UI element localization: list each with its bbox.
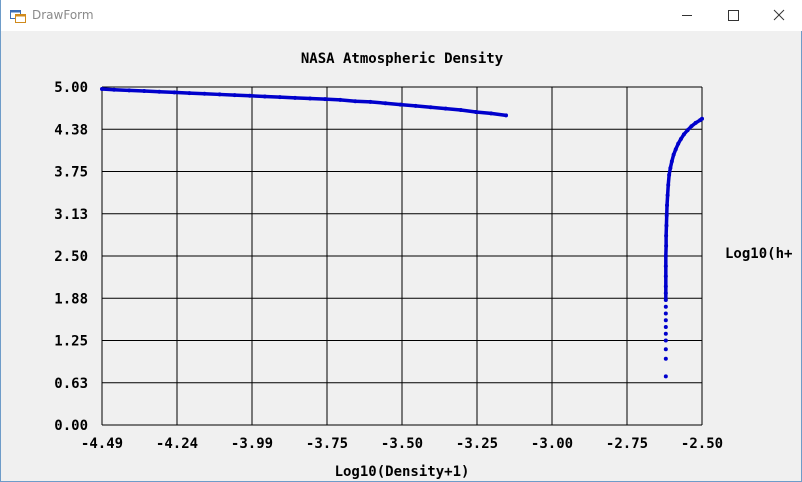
data-point: [681, 132, 686, 137]
data-point: [669, 159, 674, 164]
data-point: [308, 96, 313, 101]
maximize-icon: [728, 10, 739, 21]
x-tick-label: -3.25: [456, 436, 498, 452]
data-point: [142, 89, 147, 94]
data-point: [202, 91, 207, 96]
data-point: [217, 92, 222, 97]
y-tick-label: 3.75: [54, 165, 88, 181]
data-point: [663, 356, 668, 361]
data-point: [323, 97, 328, 102]
data-point: [666, 183, 671, 188]
data-point: [413, 103, 418, 108]
data-point: [398, 102, 403, 107]
x-tick-label: -2.50: [681, 436, 723, 452]
x-tick-label: -4.24: [156, 436, 198, 452]
data-point: [663, 338, 668, 343]
data-point: [673, 147, 678, 152]
grid: [101, 86, 703, 426]
data-point: [277, 95, 282, 100]
data-point: [664, 233, 669, 238]
data-point: [458, 107, 463, 112]
data-point: [383, 101, 388, 106]
y-tick-label: 1.25: [54, 334, 88, 350]
x-tick-label: -2.75: [606, 436, 648, 452]
series-line-upper: [100, 87, 508, 118]
data-point: [663, 297, 668, 302]
x-axis-label: Log10(Density+1): [334, 464, 470, 480]
y-tick-label: 2.50: [54, 249, 88, 265]
data-point: [689, 124, 694, 129]
minimize-button[interactable]: [664, 0, 710, 31]
data-point: [678, 137, 683, 142]
chart-title: NASA Atmospheric Density: [300, 51, 504, 67]
data-point: [247, 93, 252, 98]
data-point: [473, 110, 478, 115]
data-point: [693, 120, 698, 125]
data-point: [112, 87, 117, 92]
data-point: [667, 172, 672, 177]
data-point: [663, 284, 668, 289]
data-point: [665, 203, 670, 208]
y-tick-label: 5.00: [54, 80, 88, 96]
y-tick-label: 4.38: [54, 122, 88, 138]
y-tick-label: 0.63: [54, 376, 88, 392]
y-axis-label: Log10(h+: [725, 246, 793, 262]
y-tick-label: 1.88: [54, 291, 88, 307]
data-point: [663, 318, 668, 323]
data-point: [428, 105, 433, 110]
close-icon: [773, 9, 785, 21]
data-point: [663, 311, 668, 316]
data-point: [232, 93, 237, 98]
data-point: [663, 254, 668, 258]
data-point: [338, 97, 343, 102]
data-point: [665, 193, 670, 198]
data-point: [353, 99, 358, 104]
y-tick-label: 3.13: [54, 207, 88, 223]
tick-labels: -4.49 -4.24 -3.99 -3.75 -3.50 -3.25 -3.00 -2.75…: [54, 80, 723, 452]
close-button[interactable]: [756, 0, 802, 31]
data-point: [663, 347, 668, 352]
data-point: [664, 243, 669, 248]
data-point: [262, 94, 267, 99]
data-points: [100, 87, 704, 379]
data-point: [663, 331, 668, 336]
data-point: [700, 116, 704, 121]
data-point: [663, 374, 668, 379]
data-point: [172, 90, 177, 95]
x-tick-label: -3.99: [231, 436, 273, 452]
window-title: DrawForm: [32, 8, 94, 22]
data-point: [157, 89, 162, 94]
maximize-button[interactable]: [710, 0, 756, 31]
data-point: [187, 91, 192, 96]
data-point: [663, 291, 668, 296]
x-tick-label: -4.49: [81, 436, 123, 452]
data-point: [504, 113, 509, 118]
x-tick-label: -3.50: [381, 436, 423, 452]
data-point: [663, 264, 668, 269]
data-point: [676, 141, 681, 146]
app-icon: [10, 8, 26, 24]
data-point: [663, 274, 668, 279]
data-point: [488, 111, 493, 116]
data-point: [368, 99, 373, 104]
minimize-icon: [682, 15, 692, 16]
x-tick-label: -3.00: [531, 436, 573, 452]
data-point: [100, 87, 104, 92]
data-point: [292, 95, 297, 100]
data-point: [671, 152, 676, 157]
data-point: [663, 304, 668, 309]
data-point: [127, 88, 132, 93]
data-point: [663, 324, 668, 329]
data-point: [664, 223, 669, 228]
series-line-right: [664, 117, 704, 302]
data-point: [685, 128, 690, 133]
title-bar[interactable]: DrawForm: [1, 0, 802, 31]
data-point: [443, 106, 448, 111]
data-point: [668, 166, 673, 171]
data-point: [664, 213, 669, 218]
y-tick-label: 0.00: [54, 418, 88, 434]
x-tick-label: -3.75: [306, 436, 348, 452]
